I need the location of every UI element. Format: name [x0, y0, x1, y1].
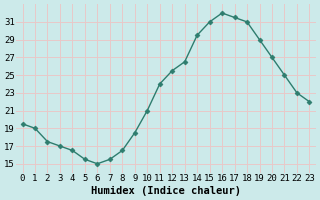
X-axis label: Humidex (Indice chaleur): Humidex (Indice chaleur) — [91, 186, 241, 196]
